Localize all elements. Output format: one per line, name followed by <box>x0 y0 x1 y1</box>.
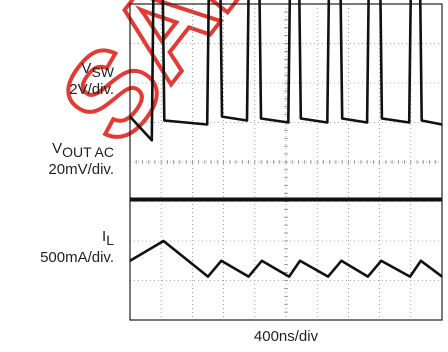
il-sub: L <box>106 232 114 248</box>
il-trace <box>129 239 443 278</box>
vsw-sub: SW <box>91 64 114 80</box>
vout-label: VOUT AC 20mV/div. <box>48 140 114 178</box>
vout-name: V <box>52 140 63 157</box>
vsw-trace <box>129 0 443 142</box>
vsw-name: V <box>81 60 92 77</box>
plot-frame <box>129 3 443 321</box>
il-name: I <box>102 228 107 245</box>
vout-scale: 20mV/div. <box>48 161 114 178</box>
il-scale: 500mA/div. <box>40 249 114 266</box>
vsw-scale: 2V/div. <box>69 81 114 98</box>
vout-sub: OUT AC <box>62 144 114 160</box>
time-scale-label: 400ns/div <box>253 328 319 345</box>
il-label: IL 500mA/div. <box>40 228 114 266</box>
vsw-label: VSW 2V/div. <box>69 60 114 98</box>
